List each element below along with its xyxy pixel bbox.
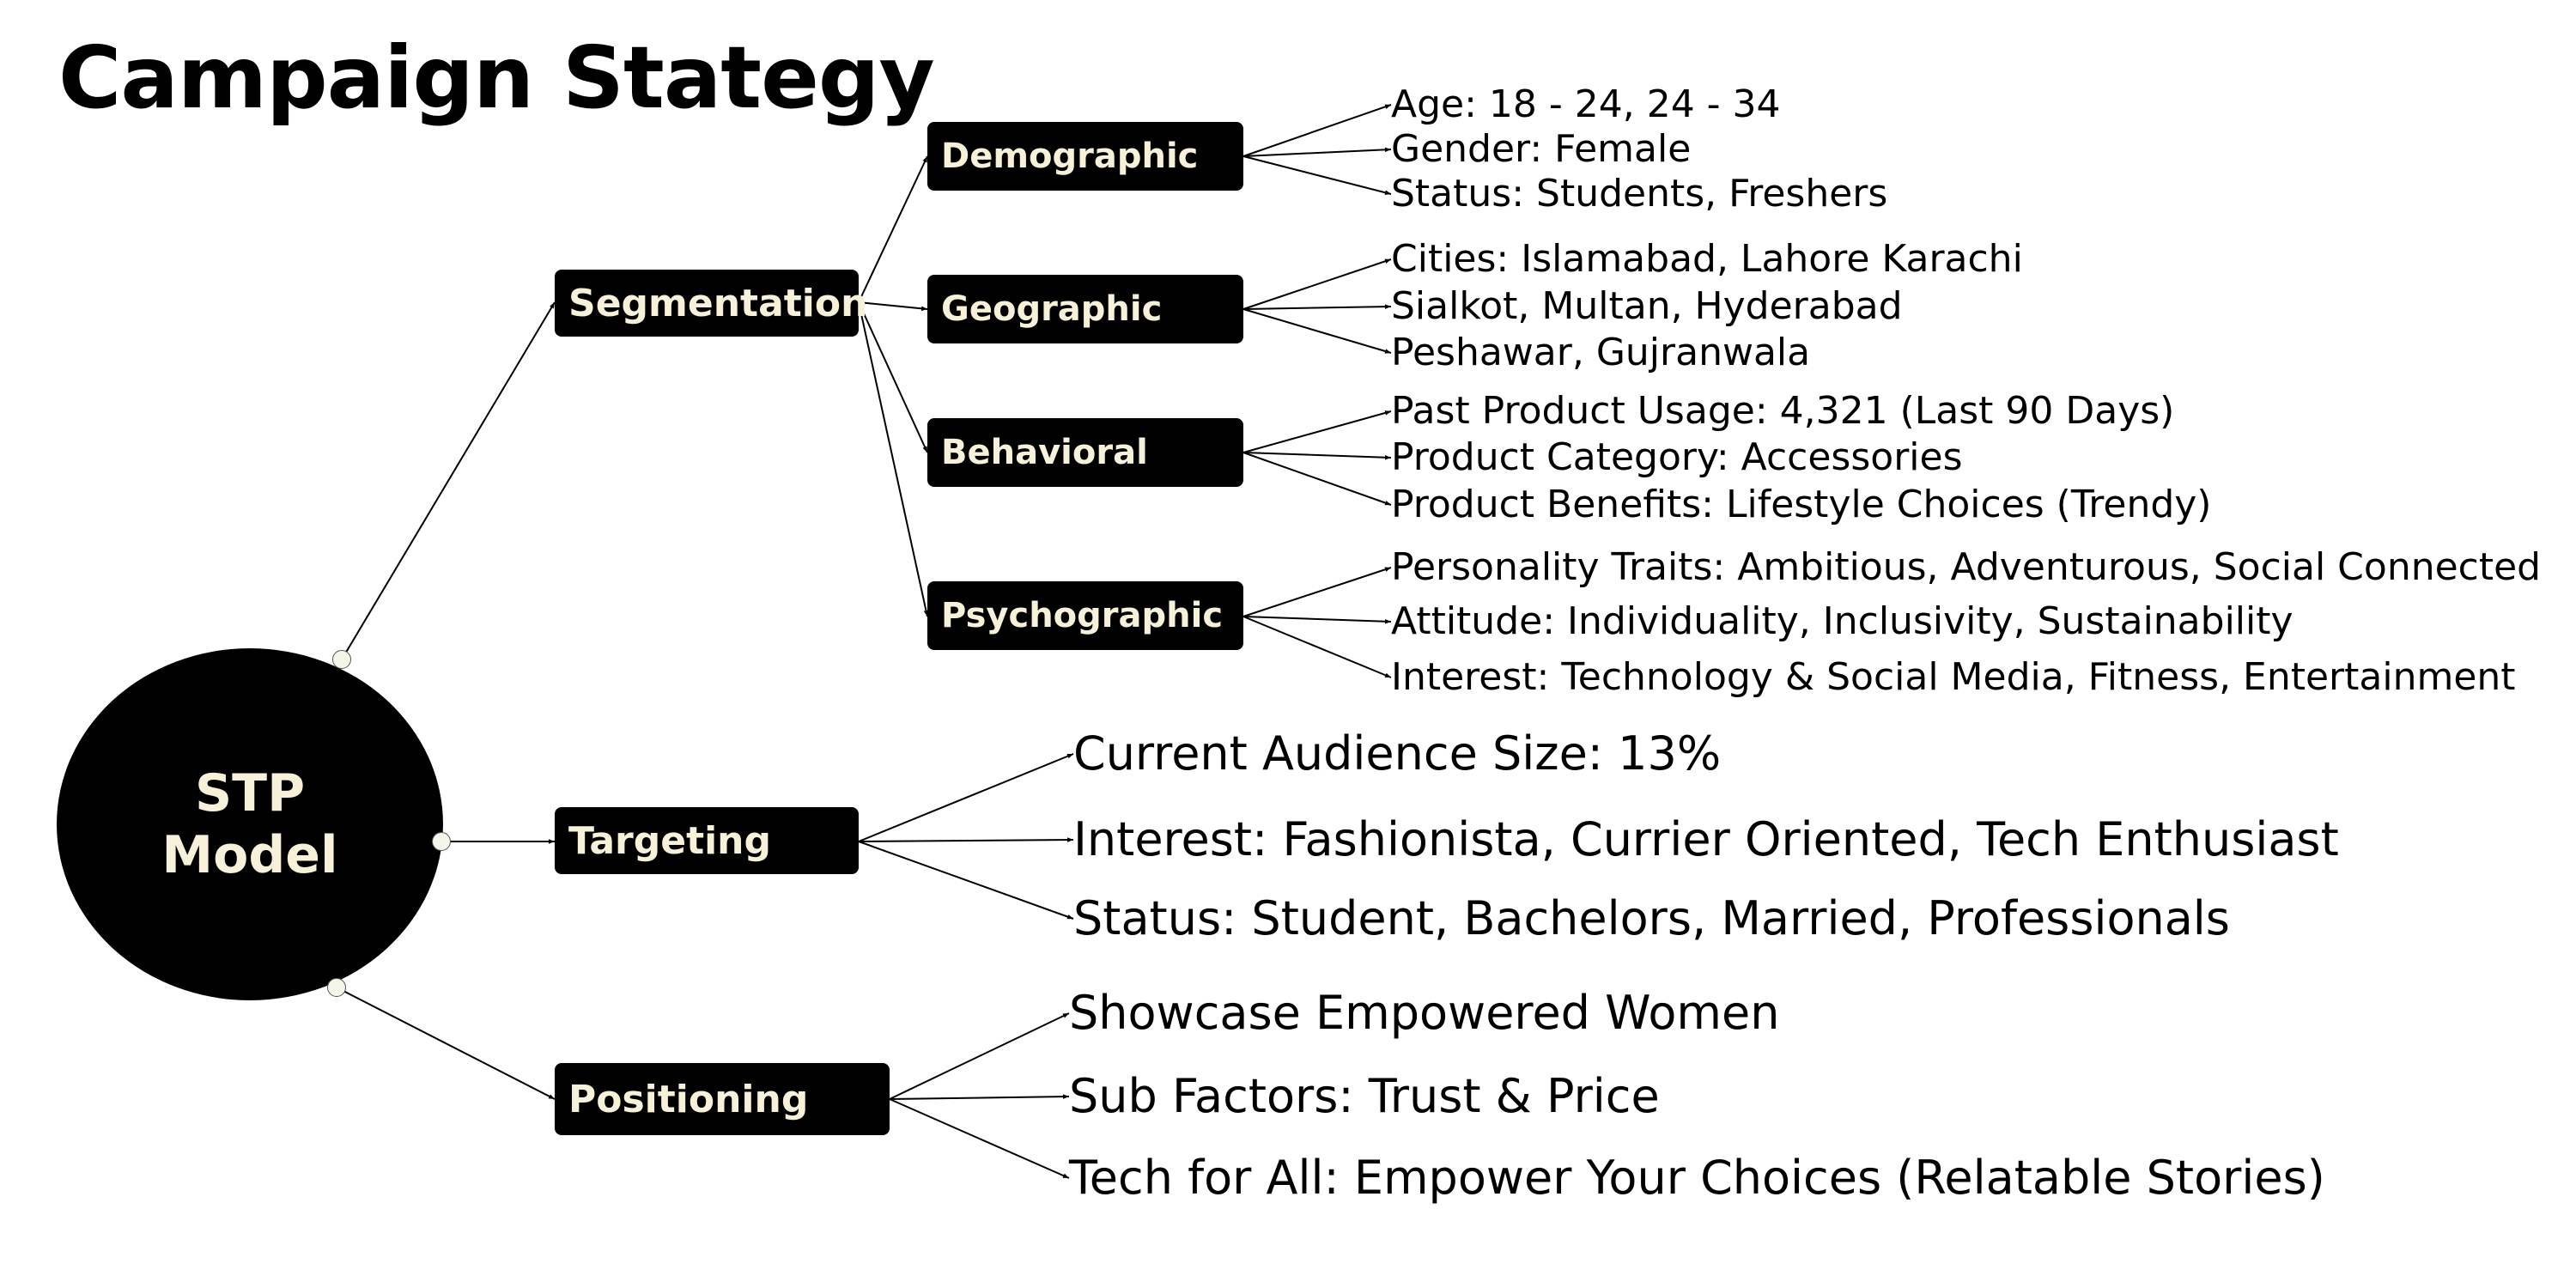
psychographic-item-personality: Personality Traits: Ambitious, Adventuro… [1391,545,2542,589]
psychographic-item-interest: Interest: Technology & Social Media, Fit… [1391,655,2516,699]
geographic-item-cities-2: Sialkot, Multan, Hyderabad [1391,284,1903,328]
connector-positioning-item [889,1012,1070,1100]
connector-segmentation-geographic [858,301,928,312]
connector-demographic-item [1242,104,1392,157]
positioning-item-sub-factors: Sub Factors: Trust & Price [1069,1069,1660,1123]
connector-segmentation-psychographic [858,301,929,617]
connector-demographic-item [1242,147,1392,157]
geographic-item-cities-3: Peshawar, Gujranwala [1391,331,1811,374]
geographic-item-cities: Cities: Islamabad, Lahore Karachi [1391,237,2023,281]
node-label: Behavioral [941,433,1148,472]
connector-geographic-item [1242,258,1392,310]
behavioral-item-category: Product Category: Accessories [1391,435,1963,479]
node-behavioral: Behavioral [927,418,1243,487]
connector-behavioral-item [1242,452,1392,460]
psychographic-item-attitude: Attitude: Individuality, Inclusivity, Su… [1391,599,2293,643]
demographic-item-gender: Gender: Female [1391,127,1692,171]
connector-psychographic-item [1242,616,1392,624]
connector-handle [332,650,351,669]
node-label: Psychographic [941,596,1224,635]
connector-segmentation-demographic [858,155,928,303]
connector-root-segmentation [341,301,556,660]
targeting-item-audience-size: Current Audience Size: 13% [1073,726,1722,781]
connector-positioning-item [889,1094,1070,1100]
behavioral-item-usage: Past Product Usage: 4,321 (Last 90 Days) [1391,389,2175,433]
connector-targeting-item [858,837,1074,842]
connector-positioning-item [889,1098,1070,1179]
demographic-item-age: Age: 18 - 24, 24 - 34 [1391,82,1781,126]
connector-geographic-item [1242,308,1392,354]
connector-handle [327,978,346,997]
connector-psychographic-item [1242,616,1392,678]
connector-segmentation-behavioral [858,301,928,453]
root-node: STP Model [57,648,443,1000]
node-psychographic: Psychographic [927,581,1243,650]
connector-root-positioning [336,987,556,1100]
node-label: Geographic [941,289,1163,329]
connector-behavioral-item [1242,410,1392,453]
node-demographic: Demographic [927,122,1243,191]
positioning-item-tech-for-all: Tech for All: Empower Your Choices (Rela… [1069,1151,2325,1205]
node-segmentation: Segmentation [555,270,867,337]
node-positioning: Positioning [555,1063,890,1135]
connector-targeting-item [858,753,1074,842]
positioning-item-showcase: Showcase Empowered Women [1069,986,1780,1040]
node-label: Positioning [568,1077,809,1121]
node-label: Segmentation [568,281,868,325]
demographic-item-status: Status: Students, Freshers [1391,172,1888,216]
page-title: Campaign Stategy [58,27,935,128]
connector-targeting-item [858,841,1074,920]
root-label: STP Model [161,763,338,885]
node-geographic: Geographic [927,275,1243,343]
connector-geographic-item [1242,304,1392,310]
node-label: Targeting [568,818,772,863]
node-targeting: Targeting [555,807,859,874]
targeting-item-status: Status: Student, Bachelors, Married, Pro… [1073,891,2230,945]
connector-handle [432,832,451,851]
node-label: Demographic [941,137,1199,176]
targeting-item-interest: Interest: Fashionista, Currier Oriented,… [1073,812,2339,866]
connector-psychographic-item [1242,567,1392,617]
behavioral-item-benefits: Product Benefits: Lifestyle Choices (Tre… [1391,483,2212,526]
connector-demographic-item [1242,155,1392,195]
connector-behavioral-item [1242,452,1392,506]
